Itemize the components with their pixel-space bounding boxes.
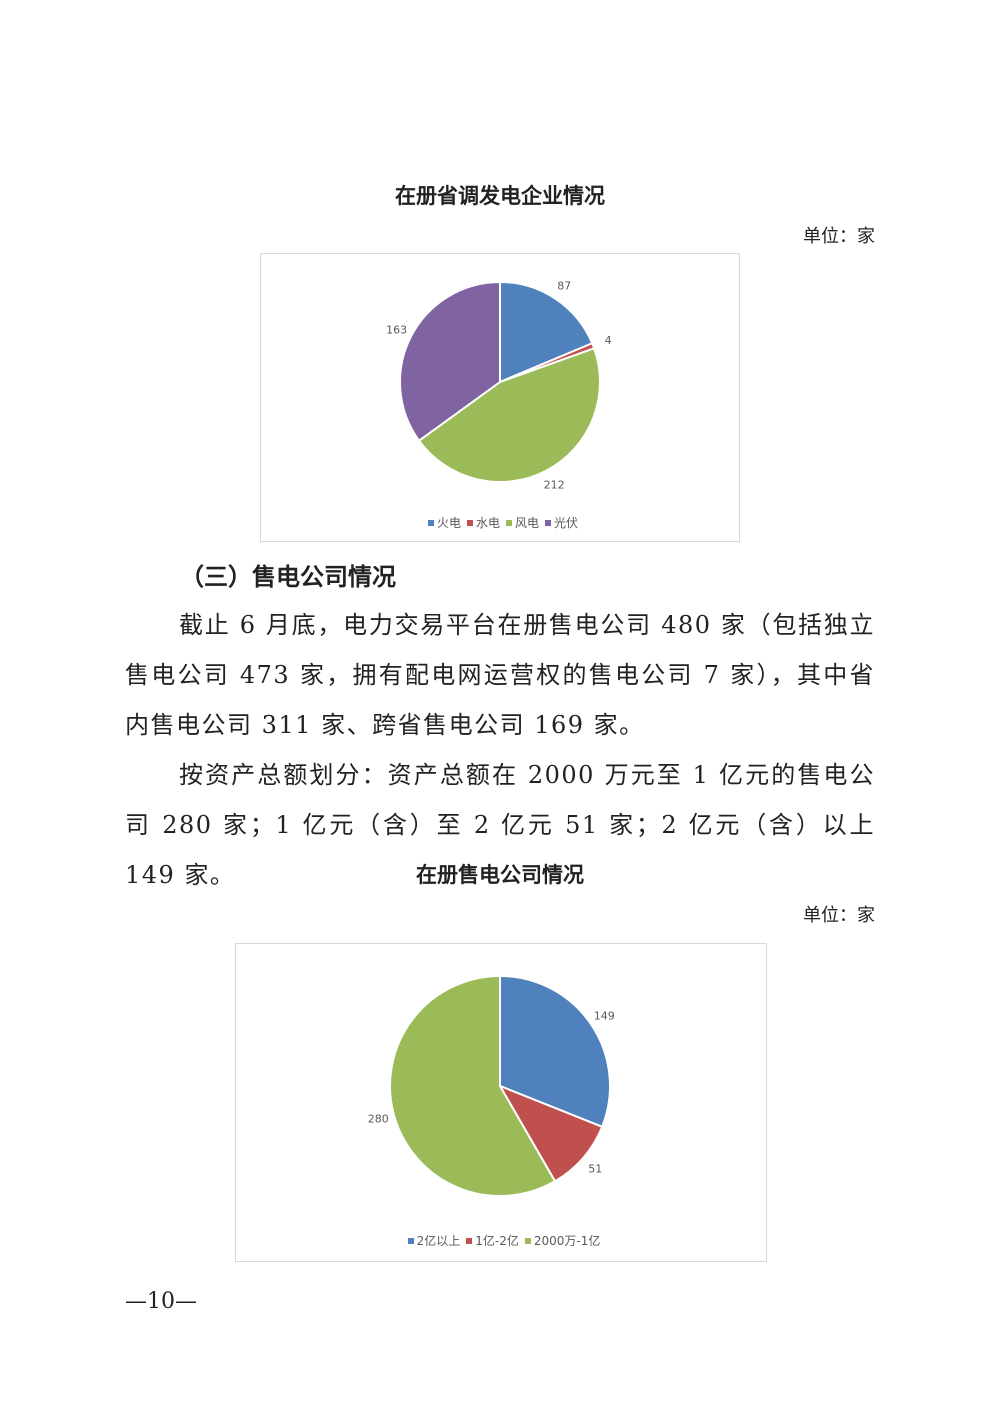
legend-label: 火电	[436, 516, 461, 530]
chart1-title: 在册省调发电企业情况	[395, 184, 605, 208]
legend-label: 1亿-2亿	[475, 1234, 519, 1248]
page-number: —10—	[125, 1289, 197, 1314]
chart2-unit: 单位：家	[803, 905, 875, 926]
section-heading: （三）售电公司情况	[180, 562, 396, 591]
legend-swatch	[506, 520, 512, 526]
pie-slice-0	[499, 280, 594, 384]
legend-swatch	[427, 520, 434, 526]
pie-slice-3	[399, 280, 501, 443]
legend-swatch	[466, 1238, 473, 1244]
pie-slice-2	[389, 974, 557, 1197]
data-label-2: 212	[544, 479, 565, 492]
legend-swatch	[545, 520, 552, 526]
pie-slice-0	[499, 974, 611, 1129]
data-label-0: 87	[557, 279, 571, 292]
legend-label: 2000万-1亿	[533, 1234, 601, 1248]
chart1-pie: 87 4 212 163 火电 水电 风电 光伏	[260, 253, 740, 542]
paragraph-2: 按资产总额划分：资产总额在 2000 万元至 1 亿元的售电公司 280 家；1…	[125, 761, 875, 889]
chart2-pie: 149 51 280 2亿以上 1亿-2亿 2000万-1亿	[235, 943, 767, 1262]
chart2-legend: 2亿以上 1亿-2亿 2000万-1亿	[236, 1232, 766, 1249]
legend-label: 光伏	[554, 516, 579, 530]
legend-label: 2亿以上	[416, 1234, 461, 1248]
chart1-unit: 单位：家	[803, 226, 875, 247]
data-label-0: 149	[594, 1009, 615, 1022]
legend-label: 风电	[515, 516, 540, 530]
legend-swatch	[466, 520, 473, 526]
pie-slice-2	[417, 347, 601, 483]
data-label-2: 280	[368, 1113, 389, 1126]
chart2-title: 在册售电公司情况	[416, 863, 584, 887]
legend-swatch	[524, 1238, 531, 1244]
data-label-1: 51	[588, 1162, 602, 1175]
pie-slice-1	[497, 1084, 604, 1183]
data-label-3: 163	[386, 323, 407, 336]
data-label-1: 4	[605, 334, 612, 347]
legend-label: 水电	[475, 516, 500, 530]
legend-swatch	[407, 1238, 414, 1244]
chart1-legend: 火电 水电 风电 光伏	[261, 514, 739, 531]
paragraph-1: 截止 6 月底，电力交易平台在册售电公司 480 家（包括独立售电公司 473 …	[125, 611, 875, 739]
